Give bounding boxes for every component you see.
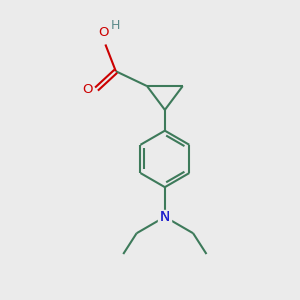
Text: O: O <box>82 82 93 96</box>
Text: O: O <box>99 26 109 39</box>
Text: N: N <box>160 210 170 224</box>
Text: N: N <box>160 210 170 224</box>
Text: H: H <box>111 19 121 32</box>
Bar <box>158 210 171 224</box>
